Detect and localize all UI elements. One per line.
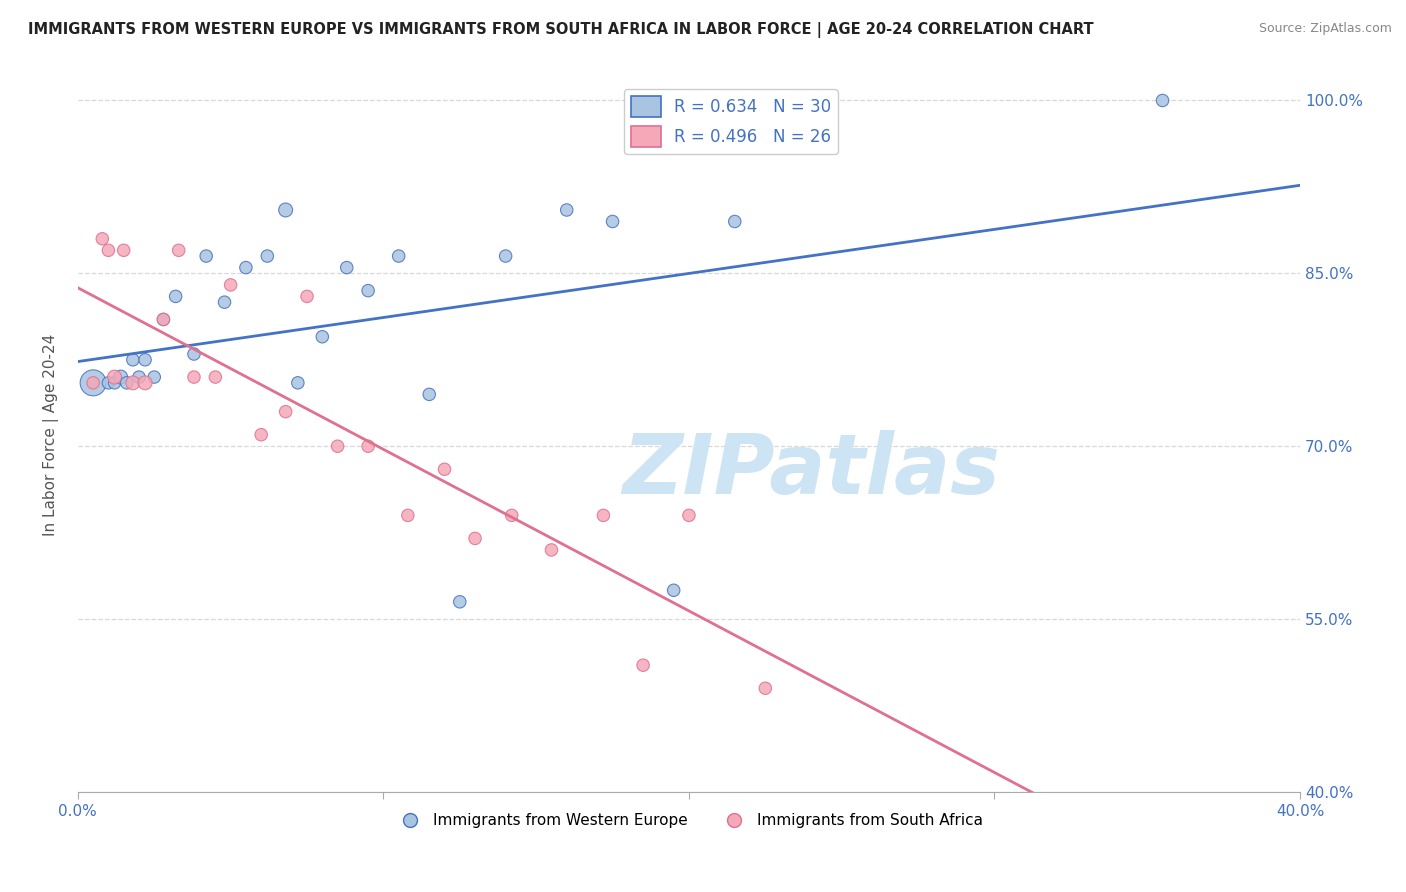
Point	[152, 312, 174, 326]
Point	[495, 249, 517, 263]
Point	[678, 508, 700, 523]
Point	[464, 532, 486, 546]
Point	[250, 427, 273, 442]
Point	[134, 352, 156, 367]
Point	[357, 439, 380, 453]
Point	[754, 681, 776, 696]
Y-axis label: In Labor Force | Age 20-24: In Labor Force | Age 20-24	[44, 334, 59, 536]
Point	[501, 508, 523, 523]
Point	[388, 249, 411, 263]
Point	[167, 244, 190, 258]
Point	[396, 508, 419, 523]
Legend: Immigrants from Western Europe, Immigrants from South Africa: Immigrants from Western Europe, Immigran…	[389, 807, 988, 834]
Point	[602, 214, 624, 228]
Point	[121, 352, 143, 367]
Point	[336, 260, 359, 275]
Point	[631, 658, 654, 673]
Point	[97, 244, 120, 258]
Point	[357, 284, 380, 298]
Point	[115, 376, 138, 390]
Point	[555, 202, 578, 217]
Point	[540, 543, 562, 558]
Point	[103, 376, 125, 390]
Point	[112, 244, 135, 258]
Point	[311, 330, 333, 344]
Point	[219, 277, 242, 292]
Text: Source: ZipAtlas.com: Source: ZipAtlas.com	[1258, 22, 1392, 36]
Point	[418, 387, 440, 401]
Point	[256, 249, 278, 263]
Point	[183, 347, 205, 361]
Point	[274, 202, 297, 217]
Point	[103, 370, 125, 384]
Text: ZIPatlas: ZIPatlas	[623, 430, 1000, 511]
Point	[152, 312, 174, 326]
Point	[326, 439, 349, 453]
Point	[134, 376, 156, 390]
Point	[662, 583, 685, 598]
Point	[82, 376, 104, 390]
Point	[592, 508, 614, 523]
Point	[91, 232, 114, 246]
Point	[195, 249, 218, 263]
Point	[287, 376, 309, 390]
Point	[433, 462, 456, 476]
Point	[183, 370, 205, 384]
Point	[128, 370, 150, 384]
Point	[204, 370, 226, 384]
Point	[295, 289, 318, 303]
Point	[724, 214, 747, 228]
Point	[1152, 94, 1174, 108]
Point	[214, 295, 236, 310]
Point	[97, 376, 120, 390]
Point	[82, 376, 104, 390]
Point	[235, 260, 257, 275]
Point	[110, 370, 132, 384]
Point	[143, 370, 166, 384]
Text: IMMIGRANTS FROM WESTERN EUROPE VS IMMIGRANTS FROM SOUTH AFRICA IN LABOR FORCE | : IMMIGRANTS FROM WESTERN EUROPE VS IMMIGR…	[28, 22, 1094, 38]
Point	[121, 376, 143, 390]
Point	[274, 404, 297, 418]
Point	[449, 595, 471, 609]
Point	[165, 289, 187, 303]
